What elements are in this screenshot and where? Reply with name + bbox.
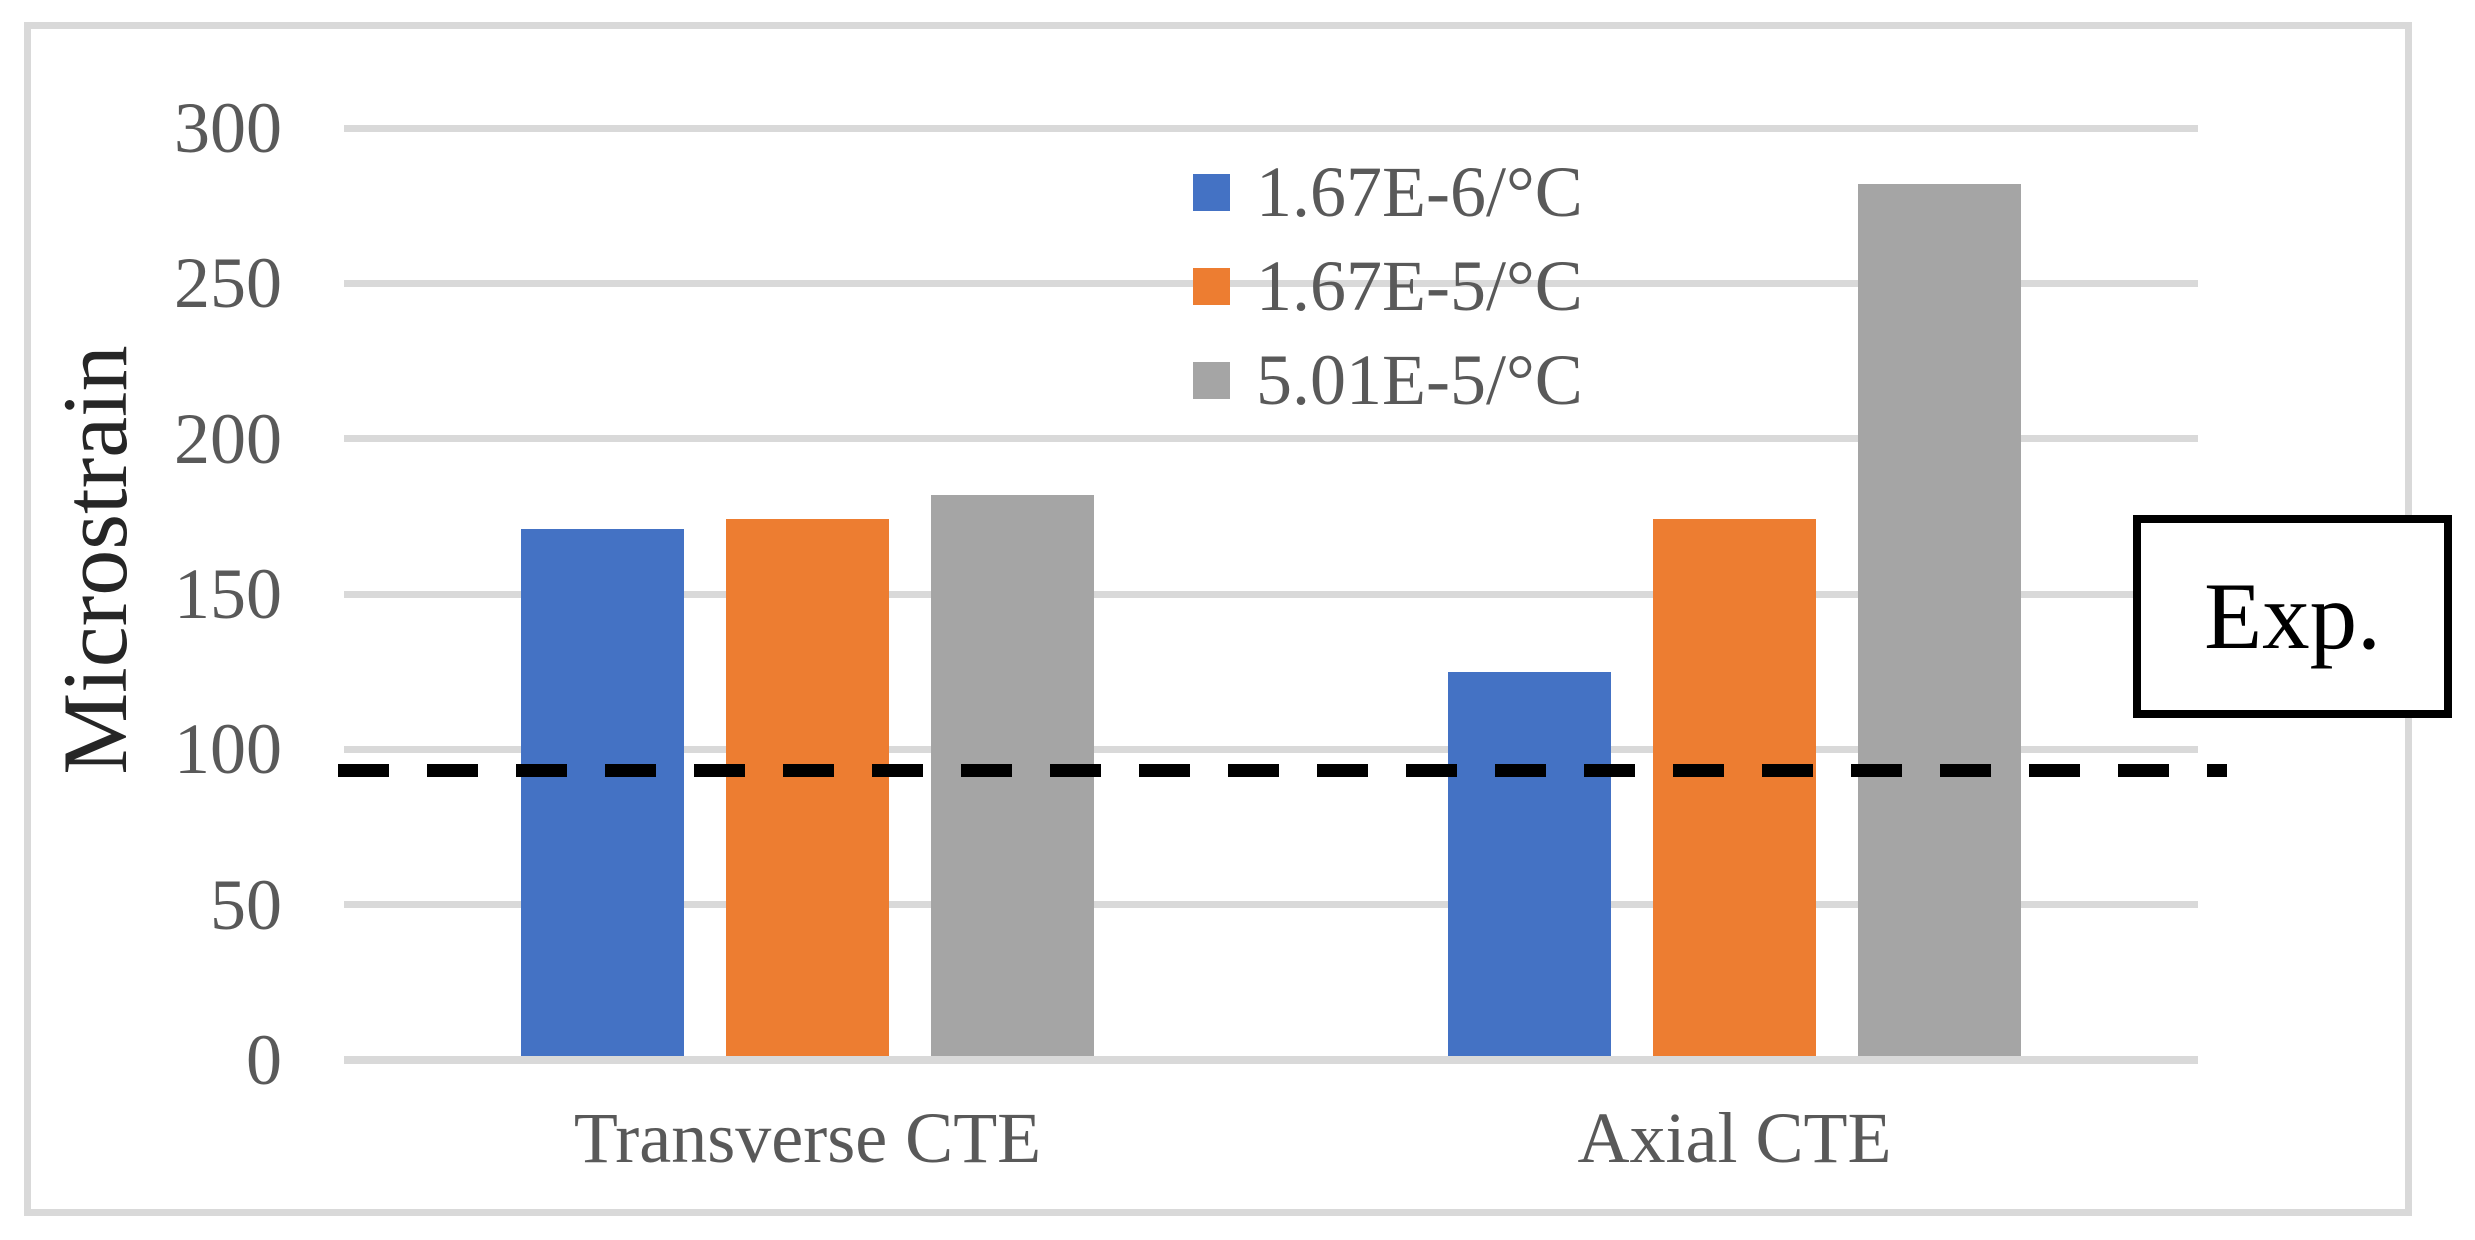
y-tick-label: 150 (174, 554, 282, 634)
gridline (344, 901, 2198, 909)
exp-box-label: Exp. (2204, 563, 2381, 669)
gridline (344, 745, 2198, 753)
x-category-label: Axial CTE (1577, 1098, 1892, 1178)
gridline (344, 124, 2198, 132)
bar-axial-series3 (1858, 183, 2021, 1060)
y-tick-label: 250 (174, 243, 282, 324)
legend-swatch-icon (1193, 173, 1230, 211)
y-tick-label: 0 (246, 1020, 282, 1100)
y-tick-label: 200 (174, 398, 282, 479)
gridline (344, 435, 2198, 443)
x-axis-line (344, 1056, 2198, 1064)
bar-axial-series2 (1653, 519, 1816, 1060)
legend-swatch-icon (1193, 267, 1230, 305)
y-tick-label: 300 (174, 88, 282, 168)
x-category-label: Transverse CTE (573, 1098, 1042, 1178)
legend-item: 1.67E-6/°C (1193, 145, 1583, 239)
legend-item: 5.01E-5/°C (1193, 333, 1583, 427)
gridline (344, 279, 2198, 287)
legend-label: 5.01E-5/°C (1256, 340, 1583, 420)
bar-axial-series1 (1448, 671, 1611, 1060)
bar-transverse-series2 (726, 519, 889, 1060)
legend-swatch-icon (1193, 361, 1230, 399)
experimental-annotation-box: Exp. (2133, 515, 2452, 718)
bar-transverse-series3 (931, 494, 1094, 1060)
gridline (344, 590, 2198, 598)
bar-transverse-series1 (521, 528, 684, 1060)
y-tick-label: 50 (210, 864, 282, 945)
legend-label: 1.67E-5/°C (1256, 246, 1583, 326)
legend-item: 1.67E-5/°C (1193, 239, 1583, 333)
y-axis-title: Microstrain (44, 345, 146, 775)
dashed-reference-line (338, 764, 2227, 777)
y-tick-label: 100 (174, 709, 282, 790)
legend: 1.67E-6/°C 1.67E-5/°C 5.01E-5/°C (1193, 145, 1583, 427)
legend-label: 1.67E-6/°C (1256, 152, 1583, 232)
